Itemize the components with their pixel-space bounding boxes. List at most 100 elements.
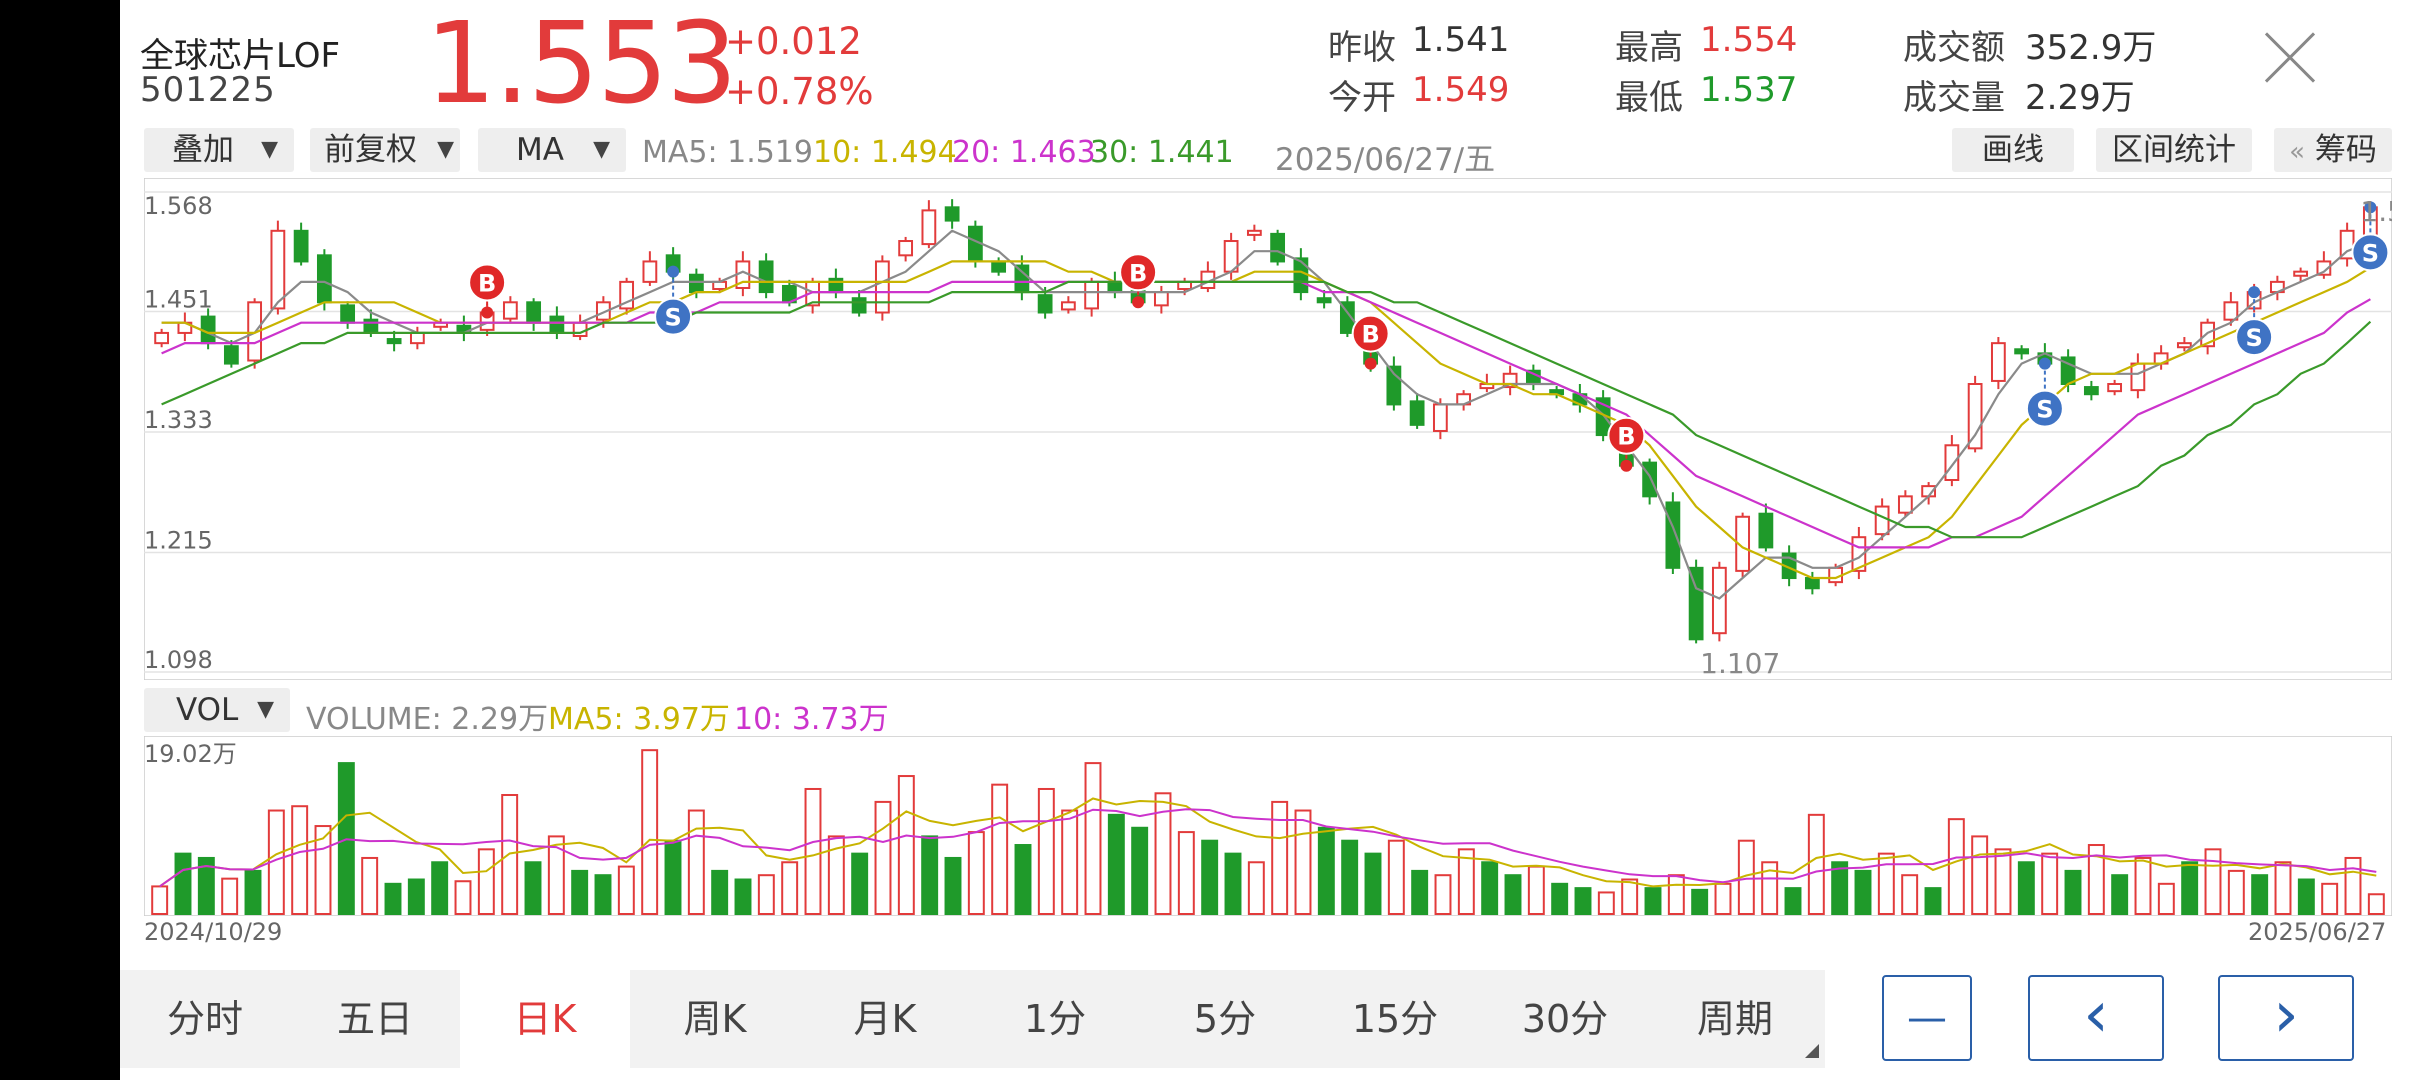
candle-body [1874,505,1890,536]
volume-axis-max: 19.02万 [144,740,237,768]
candle-body [223,345,239,365]
minus-icon: — [1907,995,1947,1041]
volume-bar [1364,852,1382,915]
volume-bar [2367,893,2385,916]
volume-bar [1201,839,1219,915]
candle-body [1293,257,1309,294]
tab-5min[interactable]: 5分 [1193,997,1257,1041]
candle-body [293,229,309,263]
volume-bar [547,835,565,915]
volume-bar [2181,861,2199,915]
volume-bar [571,869,589,915]
candle-body [1060,301,1076,311]
volume-bar [687,809,705,915]
volume-bar [151,885,169,915]
volume-bar [991,783,1009,915]
left-black-bar [0,0,120,1080]
price-axis-label: 1.333 [144,406,213,434]
candle-body [2200,321,2216,348]
volume-bar [2111,874,2129,916]
volume-bar [1597,891,1615,915]
volume-bar [1317,826,1335,915]
volume-bar [2321,882,2339,916]
tab-period[interactable]: 周期 [1696,997,1773,1041]
volume-bar [1224,852,1242,915]
overlay-dropdown-label: 叠加 [172,132,234,168]
overlay-dropdown[interactable]: 叠加 ▼ [144,128,294,172]
volume-bar [757,874,775,916]
candle-body [2316,260,2332,276]
next-button[interactable]: › [2218,975,2354,1061]
price-change-pct: +0.78% [725,70,874,113]
low-annotation: 1.107 [1700,647,1780,680]
sell-signal-marker [654,297,693,336]
candle-body [1642,461,1658,498]
tab-15min[interactable]: 15分 [1351,997,1439,1041]
tab-intraday[interactable]: 分时 [166,997,243,1041]
volume-chart[interactable]: 19.02万 [144,736,2392,916]
tab-1min[interactable]: 1分 [1023,997,1087,1041]
volume-bar [1621,878,1639,916]
close-icon[interactable] [2262,30,2318,86]
tab-five-day[interactable]: 五日 [336,997,413,1041]
adjust-dropdown-label: 前复权 [324,132,417,168]
zoom-out-button[interactable]: — [1882,975,1972,1061]
volume-bar [594,874,612,916]
candle-body [502,301,518,320]
volume-bar [664,839,682,915]
volume-bar [2251,874,2269,916]
adjust-dropdown[interactable]: 前复权 ▼ [310,128,460,172]
volume-bar [1831,861,1849,915]
chips-button[interactable]: « 筹码 [2274,128,2392,172]
stat-label-high: 最高 [1615,28,1683,68]
candle-body [2083,386,2099,396]
volume-bar [431,861,449,915]
volume-ma10-line [159,808,2377,888]
sell-signal-marker [2235,318,2274,357]
date-end: 2025/06/27 [2248,918,2387,946]
candlestick-chart[interactable]: 1.568 1.451 1.333 1.215 1.098 B B B B S S S S 1.559… [144,178,2392,680]
price-axis-label: 1.098 [144,646,213,674]
stat-value-high: 1.554 [1700,20,1798,60]
chips-button-label: 筹码 [2314,132,2377,168]
volume-indicator-dropdown[interactable]: VOL ▼ [144,688,290,732]
buy-signal-label: B [1617,423,1635,451]
period-tabs: 分时 五日 日K 周K 月K 1分 5分 15分 30分 周期 [120,970,1825,1068]
sell-signal-label: S [2036,396,2053,424]
volume-bar [1131,826,1149,915]
range-stats-button[interactable]: 区间统计 [2096,128,2252,172]
volume-bar [1154,792,1172,915]
volume-bar [197,856,215,916]
tab-30min[interactable]: 30分 [1521,997,1609,1041]
buy-signal-marker [1119,253,1158,292]
stat-label-turnover: 成交额 [1903,28,2005,68]
candle-body [1409,400,1425,426]
candle-body [1246,229,1262,236]
sell-signal-label: S [664,304,681,332]
sell-signal-dot [667,265,680,278]
volume-bar [641,749,659,915]
chevron-down-icon: ▼ [257,697,274,722]
indicator-dropdown[interactable]: MA ▼ [478,128,626,172]
volume-bar [617,865,635,915]
stat-value-open: 1.549 [1412,70,1510,110]
prev-button[interactable]: ‹ [2028,975,2164,1061]
chevron-down-icon: ▼ [261,137,278,162]
volume-bar [1924,887,1942,915]
volume-bar [897,775,915,915]
buy-signal-label: B [1129,259,1147,287]
ma30-legend: 30: 1.441 [1090,135,1234,170]
volume-bar [1504,874,1522,916]
tab-daily-k[interactable]: 日K [460,970,630,1068]
volume-bar [1901,874,1919,916]
candle-body [1897,495,1913,514]
tab-monthly-k[interactable]: 月K [853,997,917,1041]
volume-bar [1084,762,1102,916]
ma20-legend: 20: 1.463 [952,135,1096,170]
volume-bar [1714,882,1732,916]
selected-date: 2025/06/27/五 [1275,142,1496,178]
buy-signal-dot [1364,357,1377,370]
draw-line-button[interactable]: 画线 [1952,128,2074,172]
volume-bar [2344,856,2362,916]
tab-weekly-k[interactable]: 周K [683,997,747,1041]
